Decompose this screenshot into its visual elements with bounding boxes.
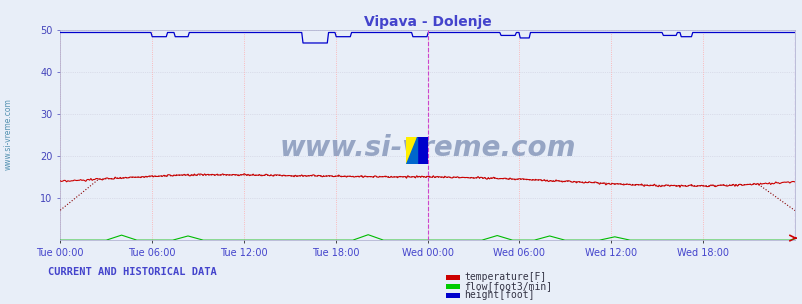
- Text: www.si-vreme.com: www.si-vreme.com: [279, 134, 575, 162]
- Bar: [405, 137, 416, 164]
- Text: height[foot]: height[foot]: [464, 291, 534, 300]
- Text: temperature[F]: temperature[F]: [464, 272, 545, 282]
- Text: www.si-vreme.com: www.si-vreme.com: [3, 98, 13, 170]
- Title: Vipava - Dolenje: Vipava - Dolenje: [363, 15, 491, 29]
- Text: flow[foot3/min]: flow[foot3/min]: [464, 282, 552, 291]
- Text: CURRENT AND HISTORICAL DATA: CURRENT AND HISTORICAL DATA: [48, 267, 217, 277]
- Bar: [416, 137, 427, 164]
- Polygon shape: [405, 137, 416, 164]
